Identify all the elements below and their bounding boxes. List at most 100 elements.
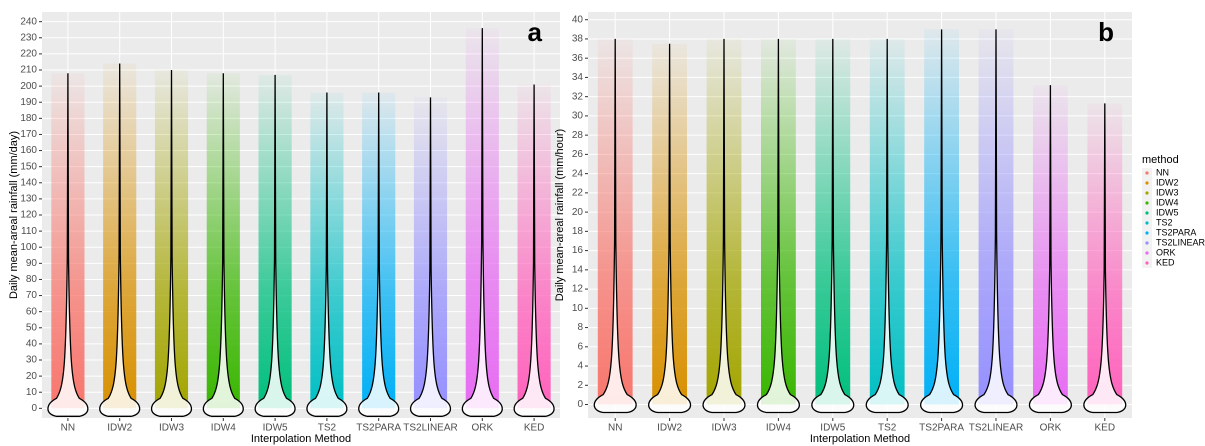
y-tick-label: 30 [26,355,38,366]
legend-swatch [1145,221,1149,225]
y-tick-label: 120 [20,210,37,221]
violin [47,73,89,417]
legend-label: IDW2 [1156,177,1179,187]
legend-label: IDW5 [1156,207,1179,217]
y-tick-label: 230 [20,32,37,43]
violin [1028,85,1072,414]
y-tick-label: 150 [20,161,37,172]
violin [920,29,964,414]
legend-label: TS2LINEAR [1156,237,1205,247]
x-tick-label: TS2PARA [919,423,964,434]
y-tick-label: 200 [20,81,37,92]
x-tick-label: TS2 [318,423,337,434]
y-axis-title: Daily mean-areal rainfall (mm/hour) [554,129,566,301]
violin [461,28,503,417]
y-tick-label: 180 [20,113,37,124]
legend-swatch [1145,181,1149,185]
y-tick-label: 32 [572,91,584,102]
y-tick-label: 4 [577,361,583,372]
legend-title: method [1142,154,1179,166]
y-tick-label: 100 [20,242,37,253]
legend-label: TS2PARA [1156,227,1196,237]
violin [974,29,1018,414]
violin [150,69,193,417]
y-tick-label: 160 [20,145,37,156]
y-tick-label: 70 [26,290,38,301]
x-tick-label: NN [608,423,622,434]
y-tick-label: 80 [26,274,38,285]
violin [513,84,555,417]
x-tick-label: TS2PARA [356,423,401,434]
x-tick-label: IDW4 [766,423,791,434]
legend-swatch [1145,211,1149,215]
x-tick-label: TS2LINEAR [403,423,457,434]
x-tick-label: TS2 [878,423,897,434]
violin [1083,103,1127,414]
y-tick-label: 130 [20,194,37,205]
legend-swatch [1145,191,1149,195]
x-tick-label: IDW5 [820,423,845,434]
x-tick-label: IDW4 [211,423,236,434]
x-tick-label: NN [61,423,75,434]
y-tick-label: 20 [26,371,38,382]
y-tick-label: 16 [572,245,584,256]
legend-label: KED [1156,257,1175,267]
y-axis-title: Daily mean-areal rainfall (mm/day) [8,131,20,299]
y-tick-label: 90 [26,258,38,269]
y-tick-label: 18 [572,226,584,237]
legend-label: TS2 [1156,217,1173,227]
x-tick-label: IDW2 [107,423,132,434]
violin [593,38,637,414]
violin [702,38,746,414]
x-tick-label: ORK [1040,423,1062,434]
violin [202,73,244,417]
y-tick-label: 24 [572,168,584,179]
y-tick-label: 10 [26,387,38,398]
legend-label: IDW4 [1156,197,1179,207]
violin [811,38,855,414]
y-tick-label: 110 [21,226,37,237]
violin [358,92,400,417]
y-tick-label: 12 [572,284,584,295]
y-tick-label: 28 [572,130,584,141]
y-tick-label: 50 [26,322,38,333]
y-tick-label: 30 [572,111,584,122]
x-tick-label: IDW3 [712,423,737,434]
violin [648,43,692,414]
x-tick-label: KED [524,423,545,434]
y-tick-label: 190 [20,97,37,108]
y-tick-label: 220 [20,49,37,60]
legend-label: IDW3 [1156,187,1179,197]
x-tick-label: TS2LINEAR [969,423,1023,434]
y-tick-label: 8 [577,322,583,333]
y-tick-label: 6 [577,341,583,352]
legend-swatch [1145,251,1149,255]
y-tick-label: 40 [26,339,38,350]
legend-label: NN [1156,167,1169,177]
legend-swatch [1145,231,1149,235]
y-tick-label: 60 [26,306,38,317]
violin [306,92,348,417]
y-tick-label: 240 [20,16,37,27]
y-tick-label: 26 [572,149,584,160]
y-tick-label: 0 [31,403,37,414]
legend-swatch [1145,261,1149,265]
y-tick-label: 22 [572,188,584,199]
y-tick-label: 10 [572,303,584,314]
y-tick-label: 36 [572,53,584,64]
y-tick-label: 210 [20,65,37,76]
panel-annotation: b [1098,17,1114,47]
y-tick-label: 40 [572,14,584,25]
violin [865,38,909,414]
y-tick-label: 38 [572,34,584,45]
legend-swatch [1145,171,1149,175]
violin [254,74,296,417]
x-tick-label: IDW2 [657,423,682,434]
violin [756,38,800,414]
x-tick-label: IDW5 [263,423,288,434]
legend-swatch [1145,201,1149,205]
x-tick-label: KED [1095,423,1116,434]
panel-annotation: a [528,17,543,47]
y-tick-label: 14 [572,264,584,275]
